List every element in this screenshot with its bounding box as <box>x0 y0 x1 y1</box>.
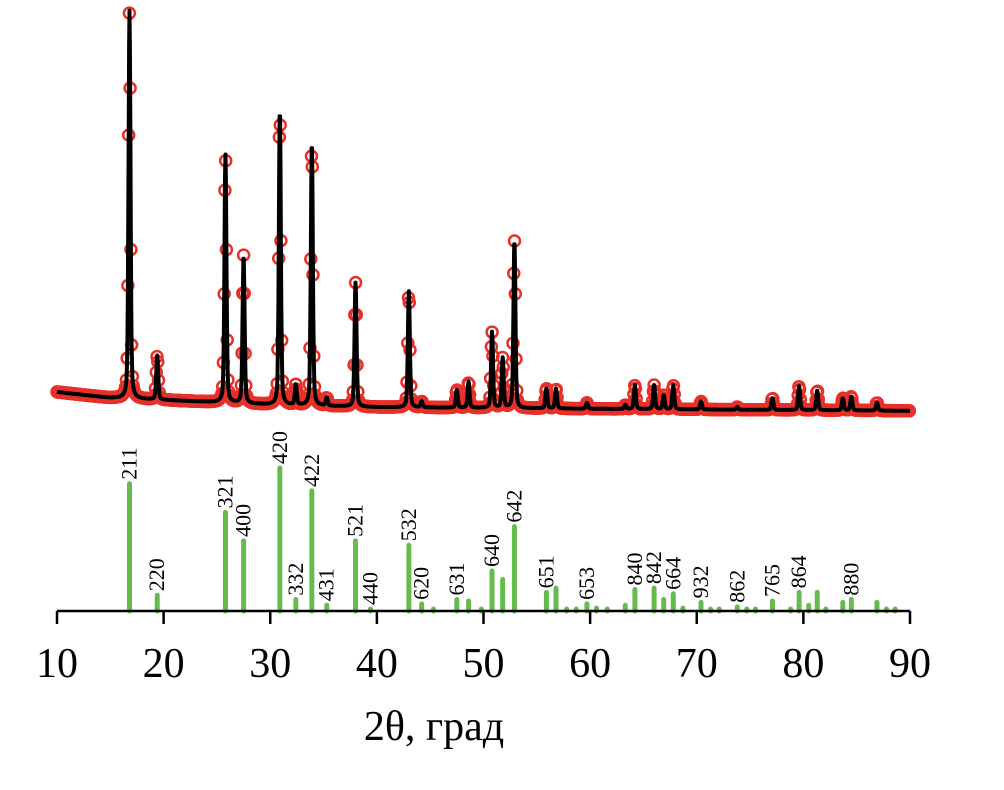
hkl-label: 332 <box>283 563 308 596</box>
x-axis-ticks: 10 20 30 40 50 60 70 80 90 <box>36 611 931 687</box>
hkl-label: 211 <box>117 448 142 480</box>
hkl-label: 880 <box>838 563 863 596</box>
hkl-label: 420 <box>267 431 292 464</box>
hkl-label: 532 <box>396 508 421 541</box>
observed-pattern <box>50 6 917 418</box>
hkl-label: 321 <box>212 475 237 508</box>
hkl-label: 840 <box>622 553 647 586</box>
hkl-label: 422 <box>299 454 324 487</box>
x-tick-label: 40 <box>356 641 398 687</box>
hkl-label: 842 <box>641 551 666 584</box>
hkl-label: 642 <box>501 490 526 523</box>
hkl-label: 765 <box>759 564 784 597</box>
hkl-label: 932 <box>688 565 713 598</box>
hkl-label: 664 <box>660 557 685 590</box>
hkl-label: 400 <box>231 504 256 537</box>
hkl-label: 653 <box>574 567 599 600</box>
hkl-label: 521 <box>343 504 368 537</box>
hkl-label: 440 <box>357 572 382 605</box>
hkl-label: 220 <box>144 558 169 591</box>
x-tick-label: 10 <box>36 641 78 687</box>
hkl-label: 651 <box>533 555 558 588</box>
hkl-label: 631 <box>444 563 469 596</box>
x-tick-label: 30 <box>249 641 291 687</box>
hkl-label: 620 <box>409 567 434 600</box>
x-tick-label: 20 <box>143 641 185 687</box>
hkl-label: 864 <box>786 555 811 588</box>
x-tick-label: 90 <box>889 641 931 687</box>
hkl-label: 862 <box>724 570 749 603</box>
hkl-label: 431 <box>314 568 339 601</box>
x-tick-label: 70 <box>676 641 718 687</box>
hkl-label: 640 <box>479 534 504 567</box>
x-tick-label: 60 <box>569 641 611 687</box>
x-axis-label: 2θ, град <box>364 704 504 750</box>
x-tick-label: 50 <box>463 641 505 687</box>
calculated-profile-line <box>55 8 912 413</box>
x-tick-label: 80 <box>782 641 824 687</box>
